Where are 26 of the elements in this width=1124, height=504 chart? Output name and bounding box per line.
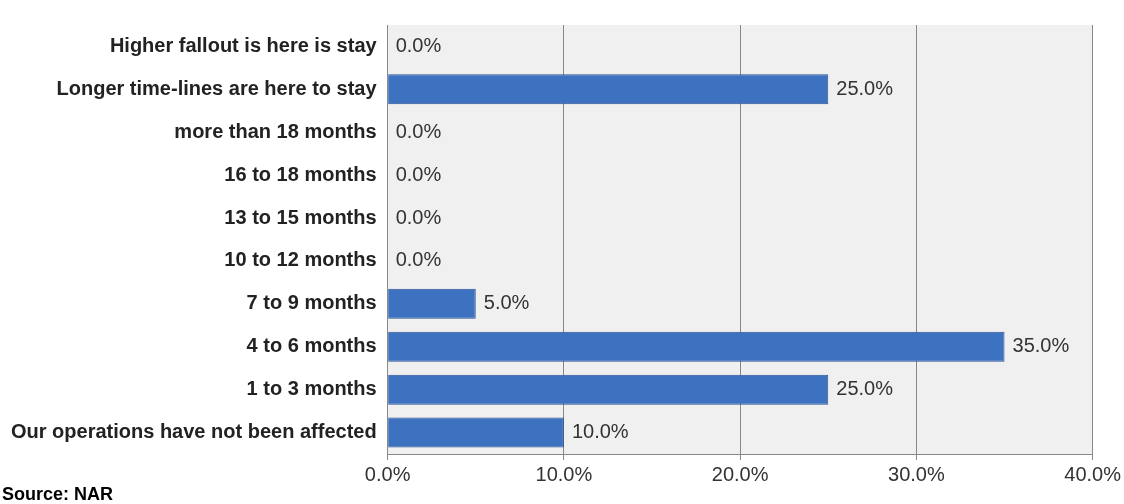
y-tick-label: Our operations have not been affected — [11, 420, 377, 443]
data-label: 0.0% — [395, 33, 442, 56]
x-tick-label: 20.0% — [711, 462, 769, 485]
x-tick-label: 30.0% — [888, 462, 945, 485]
y-tick-label: 4 to 6 months — [246, 334, 377, 357]
data-label: 0.0% — [395, 119, 442, 142]
data-label: 35.0% — [1012, 334, 1070, 357]
data-label: 0.0% — [395, 162, 442, 185]
data-label: 0.0% — [395, 248, 442, 271]
y-tick-label: 7 to 9 months — [246, 291, 377, 314]
source-note: Source: NAR — [2, 484, 114, 504]
data-label: 0.0% — [395, 205, 442, 228]
data-label: 5.0% — [483, 291, 530, 314]
y-tick-label: 1 to 3 months — [246, 377, 377, 400]
data-label: 10.0% — [571, 420, 629, 443]
y-tick-label: 10 to 12 months — [224, 248, 377, 271]
x-tick-label: 40.0% — [1064, 462, 1122, 485]
x-tick-label: 10.0% — [535, 462, 593, 485]
y-tick-label: Longer time-lines are here to stay — [56, 76, 378, 99]
data-label: 25.0% — [836, 377, 894, 400]
y-tick-label: 13 to 15 months — [224, 205, 377, 228]
y-tick-label: more than 18 months — [174, 119, 377, 142]
y-tick-label: 16 to 18 months — [224, 162, 377, 185]
x-tick-label: 0.0% — [364, 462, 411, 485]
y-tick-label: Higher fallout is here is stay — [109, 33, 378, 56]
data-label: 25.0% — [836, 76, 894, 99]
